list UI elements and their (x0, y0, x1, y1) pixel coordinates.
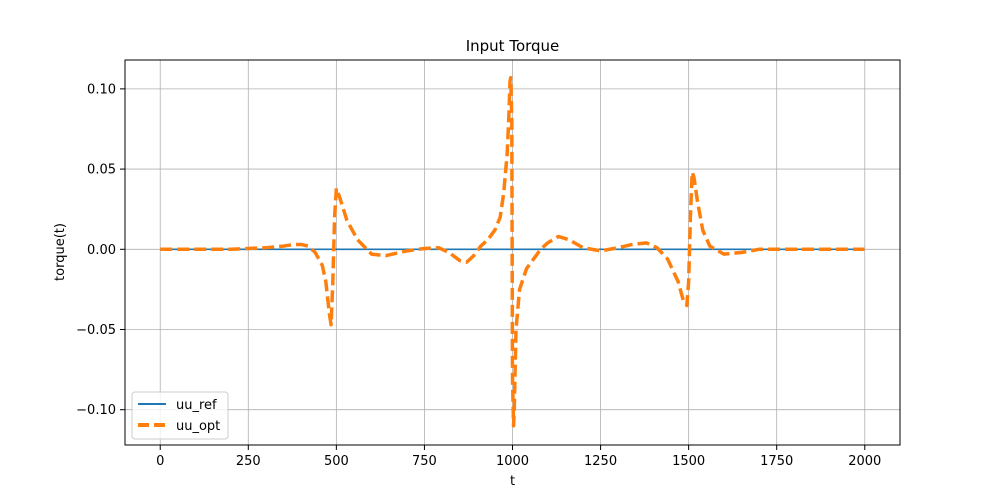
legend-label-uu-opt: uu_opt (176, 419, 220, 434)
y-tick-label: −0.10 (76, 403, 116, 418)
x-tick-label: 0 (156, 454, 164, 469)
x-tick-label: 250 (236, 454, 261, 469)
legend: uu_ref uu_opt (131, 391, 229, 440)
x-tick-label: 750 (412, 454, 437, 469)
y-axis-label: torque(t) (53, 223, 68, 281)
x-tick-label: 1500 (672, 454, 705, 469)
y-tick-label: 0.00 (87, 243, 116, 258)
x-axis-label: t (510, 474, 515, 489)
x-tick-label: 1750 (760, 454, 793, 469)
x-tick-label: 500 (324, 454, 349, 469)
y-tick-label: −0.05 (76, 323, 116, 338)
series-line-uu-opt (160, 75, 865, 428)
y-tick-label: 0.05 (87, 163, 116, 178)
y-tick-label: 0.10 (87, 82, 116, 97)
chart-title: Input Torque (466, 37, 560, 55)
x-tick-label: 1000 (496, 454, 529, 469)
series-layer (160, 75, 865, 428)
ticks: 0 250 500 750 1000 1250 1500 1750 2000 −0.10 −0.05… (76, 82, 881, 469)
x-tick-label: 1250 (584, 454, 617, 469)
x-tick-label: 2000 (848, 454, 881, 469)
legend-label-uu-ref: uu_ref (176, 398, 217, 413)
